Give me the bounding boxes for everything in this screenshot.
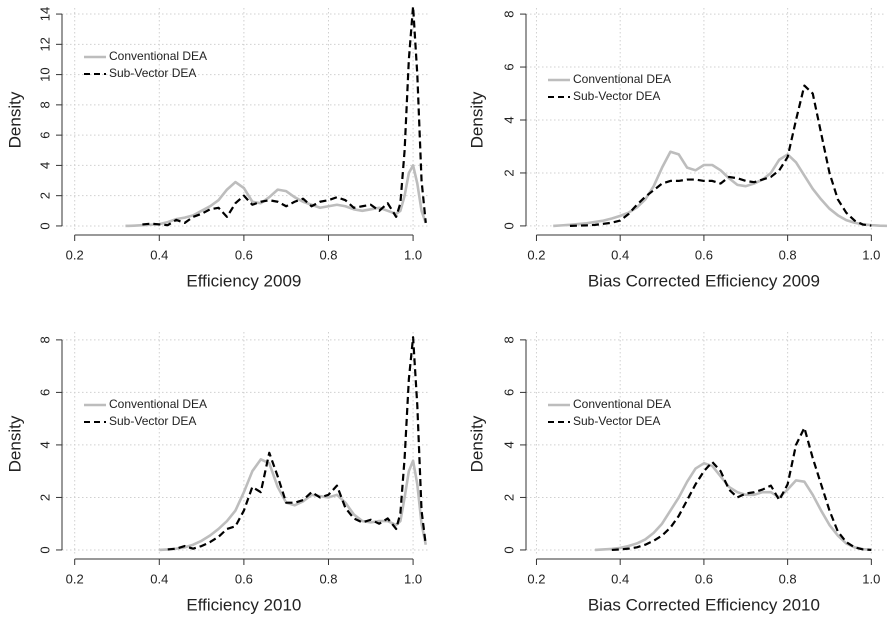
legend-label: Sub-Vector DEA — [109, 414, 196, 428]
legend-label: Conventional DEA — [573, 72, 671, 86]
panel: 0.2 0.4 0.6 0.8 1.0 0 2 4 6 8 10 12 14 Efficiency 200… — [5, 5, 430, 290]
x-axis-title: Bias Corrected Efficiency 2009 — [588, 271, 820, 290]
y-tick-label: 8 — [37, 336, 52, 343]
density-line — [569, 84, 872, 228]
y-axis-title: Density — [467, 91, 486, 148]
y-tick-label: 0 — [37, 546, 52, 553]
density-line — [159, 458, 428, 552]
panel: 0.2 0.4 0.6 0.8 1.0 0 2 4 6 8 Efficiency 2010 Densi… — [5, 332, 430, 614]
y-tick-label: 12 — [37, 37, 52, 51]
y-tick-label: 6 — [501, 389, 516, 396]
legend-label: Conventional DEA — [109, 49, 207, 63]
x-tick-label: 0.6 — [235, 571, 253, 586]
density-line — [611, 426, 872, 552]
y-tick-label: 8 — [501, 10, 516, 17]
legend-label: Sub-Vector DEA — [109, 66, 196, 80]
x-tick-label: 0.4 — [611, 571, 629, 586]
y-axis-title: Density — [467, 415, 486, 472]
x-tick-label: 0.4 — [150, 571, 168, 586]
y-tick-label: 14 — [37, 7, 52, 21]
legend-label: Conventional DEA — [109, 397, 207, 411]
x-tick-label: 0.2 — [66, 571, 84, 586]
x-tick-label: 0.8 — [319, 571, 337, 586]
y-tick-label: 0 — [37, 222, 52, 229]
x-tick-label: 0.8 — [779, 247, 797, 262]
density-line — [167, 336, 427, 551]
x-tick-label: 0.6 — [235, 247, 253, 262]
x-tick-label: 0.2 — [527, 247, 545, 262]
y-tick-label: 2 — [501, 169, 516, 176]
legend: Conventional DEA Sub-Vector DEA — [84, 397, 207, 428]
y-tick-label: 6 — [37, 132, 52, 139]
x-tick-label: 0.2 — [66, 247, 84, 262]
x-tick-label: 1.0 — [404, 247, 422, 262]
x-tick-label: 0.6 — [695, 571, 713, 586]
legend-label: Sub-Vector DEA — [573, 89, 660, 103]
x-tick-label: 0.2 — [527, 571, 545, 586]
x-tick-label: 1.0 — [404, 571, 422, 586]
legend-label: Sub-Vector DEA — [573, 414, 660, 428]
y-tick-label: 2 — [37, 192, 52, 199]
y-tick-label: 8 — [501, 336, 516, 343]
density-line — [553, 150, 887, 228]
y-tick-label: 0 — [501, 222, 516, 229]
x-axis-title: Efficiency 2009 — [186, 271, 301, 290]
legend-label: Conventional DEA — [573, 397, 671, 411]
x-tick-label: 0.6 — [695, 247, 713, 262]
x-axis-title: Bias Corrected Efficiency 2010 — [588, 595, 820, 614]
y-tick-label: 6 — [501, 63, 516, 70]
y-tick-label: 0 — [501, 546, 516, 553]
legend: Conventional DEA Sub-Vector DEA — [548, 72, 671, 103]
y-tick-label: 2 — [501, 494, 516, 501]
x-tick-label: 1.0 — [862, 571, 880, 586]
density-line — [125, 164, 427, 228]
legend: Conventional DEA Sub-Vector DEA — [84, 49, 207, 80]
y-tick-label: 8 — [37, 101, 52, 108]
x-tick-label: 1.0 — [862, 247, 880, 262]
density-line — [594, 462, 872, 552]
panel: 0.2 0.4 0.6 0.8 1.0 0 2 4 6 8 Bias Corrected Effic… — [467, 332, 886, 614]
x-tick-label: 0.8 — [319, 247, 337, 262]
y-tick-label: 4 — [37, 441, 52, 448]
y-axis-title: Density — [5, 91, 24, 148]
y-tick-label: 4 — [501, 116, 516, 123]
y-tick-label: 4 — [37, 162, 52, 169]
y-axis-title: Density — [5, 415, 24, 472]
x-tick-label: 0.8 — [779, 571, 797, 586]
x-tick-label: 0.4 — [150, 247, 168, 262]
legend: Conventional DEA Sub-Vector DEA — [548, 397, 671, 428]
x-axis-title: Efficiency 2010 — [186, 595, 301, 614]
y-tick-label: 10 — [37, 67, 52, 81]
y-tick-label: 2 — [37, 494, 52, 501]
panel: 0.2 0.4 0.6 0.8 1.0 0 2 4 6 8 Bias Corrected Effic… — [467, 8, 887, 290]
density-line — [142, 5, 427, 227]
x-tick-label: 0.4 — [611, 247, 629, 262]
y-tick-label: 6 — [37, 389, 52, 396]
y-tick-label: 4 — [501, 441, 516, 448]
